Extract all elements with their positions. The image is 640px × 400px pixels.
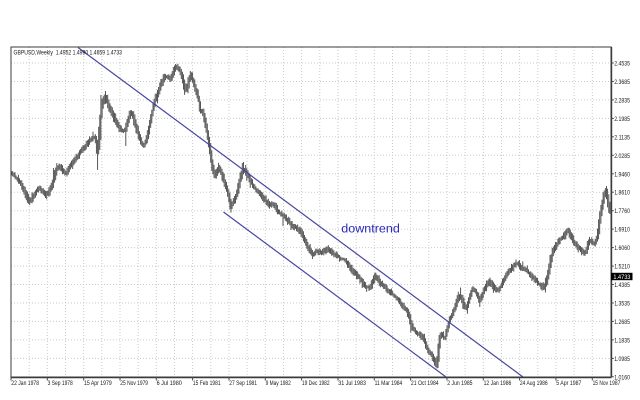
svg-text:1.6060: 1.6060 xyxy=(614,245,630,252)
svg-text:25 Nov 1979: 25 Nov 1979 xyxy=(120,380,148,387)
svg-text:21 Oct 1984: 21 Oct 1984 xyxy=(411,380,439,387)
svg-text:5 Apr 1987: 5 Apr 1987 xyxy=(556,380,581,387)
svg-text:downtrend: downtrend xyxy=(341,223,400,235)
svg-text:1.0160: 1.0160 xyxy=(614,374,630,381)
svg-text:2.1985: 2.1985 xyxy=(614,116,630,123)
svg-text:2.3685: 2.3685 xyxy=(614,79,630,86)
svg-text:1.1835: 1.1835 xyxy=(614,337,630,344)
svg-text:1.8610: 1.8610 xyxy=(614,190,630,197)
svg-text:1.0985: 1.0985 xyxy=(614,356,630,363)
svg-text:24 Aug 1986: 24 Aug 1986 xyxy=(520,380,548,387)
svg-text:1.4733: 1.4733 xyxy=(613,274,630,281)
svg-text:11 Mar 1984: 11 Mar 1984 xyxy=(375,380,403,387)
svg-text:3 Sep 1978: 3 Sep 1978 xyxy=(48,380,73,387)
svg-text:GBPUSD,Weekly 1.4952 1.4990 1: GBPUSD,Weekly 1.4952 1.4990 1.4659 1.473… xyxy=(14,49,123,56)
svg-text:1.3535: 1.3535 xyxy=(614,301,630,308)
svg-text:12 Jan 1986: 12 Jan 1986 xyxy=(484,380,512,387)
svg-text:1.4385: 1.4385 xyxy=(614,282,630,289)
svg-text:1.6910: 1.6910 xyxy=(614,227,630,234)
svg-text:2.0285: 2.0285 xyxy=(614,153,630,160)
svg-text:9 May 1982: 9 May 1982 xyxy=(266,380,291,387)
svg-text:2 Jun 1985: 2 Jun 1985 xyxy=(447,380,472,387)
svg-text:1.7760: 1.7760 xyxy=(614,208,630,215)
svg-text:6 Jul 1980: 6 Jul 1980 xyxy=(157,380,182,387)
svg-text:1.5210: 1.5210 xyxy=(614,264,630,271)
svg-text:2.2835: 2.2835 xyxy=(614,97,630,104)
svg-text:31 Jul 1983: 31 Jul 1983 xyxy=(338,380,366,387)
svg-text:15 Apr 1979: 15 Apr 1979 xyxy=(84,380,112,387)
svg-text:1.2685: 1.2685 xyxy=(614,319,630,326)
svg-text:2.4535: 2.4535 xyxy=(614,61,630,68)
svg-text:22 Jan 1978: 22 Jan 1978 xyxy=(11,380,39,387)
svg-text:15 Feb 1981: 15 Feb 1981 xyxy=(193,380,221,387)
svg-text:2.1135: 2.1135 xyxy=(614,134,630,141)
svg-text:27 Sep 1981: 27 Sep 1981 xyxy=(229,380,257,387)
svg-text:19 Dec 1982: 19 Dec 1982 xyxy=(302,380,330,387)
svg-text:15 Nov 1987: 15 Nov 1987 xyxy=(593,380,621,387)
svg-text:1.9460: 1.9460 xyxy=(614,171,630,178)
